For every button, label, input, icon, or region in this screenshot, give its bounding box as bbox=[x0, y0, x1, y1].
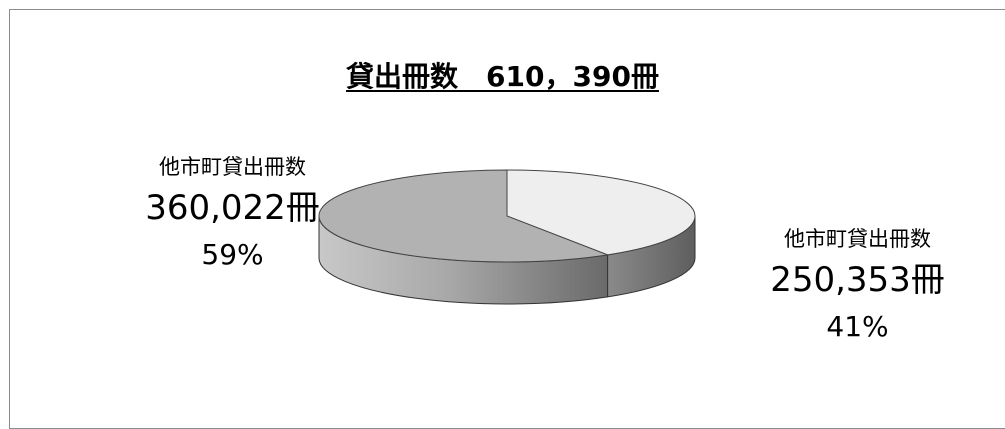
pie-chart bbox=[318, 169, 696, 305]
chart-title: 貸出冊数 610，390冊 bbox=[346, 60, 659, 93]
slice-category-label: 他市町貸出冊数 bbox=[784, 227, 931, 251]
pie-slice-1 bbox=[318, 169, 610, 263]
slice-percent-label: 59% bbox=[201, 238, 264, 271]
slice-value-label: 250,353冊 bbox=[770, 260, 945, 300]
pie-tops bbox=[318, 169, 696, 263]
slice-percent-label: 41% bbox=[826, 310, 889, 343]
slice-label-0: 他市町貸出冊数 250,353冊 41% bbox=[760, 222, 955, 350]
slice-category-label: 他市町貸出冊数 bbox=[159, 155, 306, 179]
slice-value-label: 360,022冊 bbox=[145, 188, 320, 228]
slice-label-1: 他市町貸出冊数 360,022冊 59% bbox=[135, 150, 330, 278]
